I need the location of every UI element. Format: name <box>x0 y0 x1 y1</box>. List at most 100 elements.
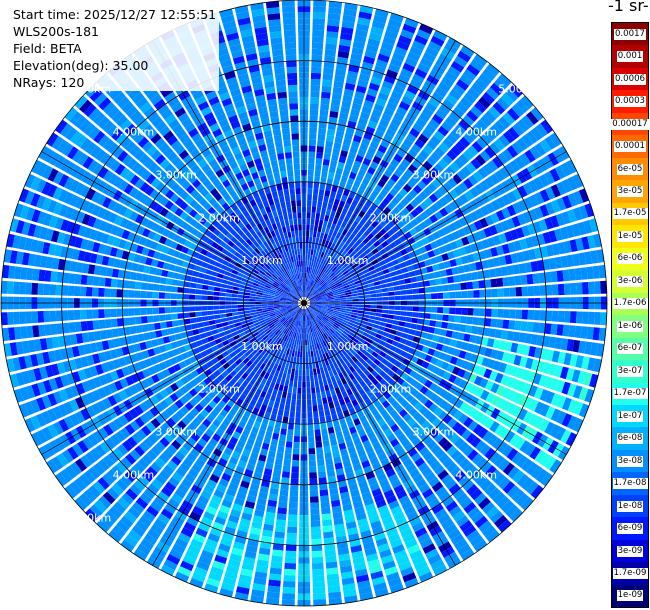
radar-bin <box>379 47 392 57</box>
radar-bin <box>207 285 215 291</box>
radar-bin <box>334 173 342 181</box>
radar-bin <box>406 179 417 189</box>
radar-bin <box>278 501 288 509</box>
radar-bin <box>467 145 479 157</box>
radar-bin <box>322 303 329 305</box>
radar-bin <box>458 379 468 389</box>
radar-bin <box>594 312 601 325</box>
radar-bin <box>308 357 312 364</box>
radar-bin <box>110 278 118 288</box>
radar-bin <box>307 339 310 346</box>
radar-bin <box>358 298 365 302</box>
radar-bin <box>68 322 76 333</box>
radar-bin <box>316 146 324 153</box>
radar-bin <box>325 313 332 318</box>
radar-bin <box>268 579 281 587</box>
radar-bin <box>318 257 323 264</box>
radar-bin <box>416 358 425 367</box>
radar-bin <box>378 339 386 346</box>
radar-bin <box>310 302 317 303</box>
radar-bin <box>159 321 167 329</box>
radar-bin <box>317 200 323 208</box>
radar-bin <box>324 189 331 197</box>
radar-bin <box>393 285 401 291</box>
radar-bin <box>382 292 389 297</box>
radar-bin <box>277 409 284 417</box>
radar-bin <box>313 0 327 7</box>
radar-bin <box>327 248 333 255</box>
radar-bin <box>312 399 317 406</box>
radar-bin <box>388 96 400 106</box>
radar-bin <box>413 184 423 194</box>
radar-bin <box>219 292 226 297</box>
radar-bin <box>394 347 403 355</box>
radar-bin <box>495 210 506 221</box>
radar-bin <box>305 278 308 285</box>
radar-bin <box>427 250 436 258</box>
radar-bin <box>349 317 357 321</box>
radar-bin <box>312 581 325 588</box>
radar-bin <box>485 392 495 404</box>
radar-bin <box>550 323 558 335</box>
radar-bin <box>447 177 458 188</box>
radar-bin <box>435 238 444 247</box>
radar-bin <box>567 209 577 223</box>
radar-bin <box>368 82 380 92</box>
radar-bin <box>310 218 315 225</box>
radar-bin <box>287 526 298 534</box>
radar-bin <box>355 154 364 163</box>
radar-bin <box>294 375 298 382</box>
radar-bin <box>528 346 537 358</box>
radar-bin <box>356 123 366 132</box>
radar-bin <box>330 285 337 290</box>
radar-bin <box>424 354 433 363</box>
radar-bin <box>339 181 346 189</box>
radar-bin <box>301 333 304 340</box>
radar-bin <box>342 236 349 243</box>
radar-bin <box>441 361 450 371</box>
radar-bin <box>402 272 410 279</box>
radar-bin <box>388 122 399 133</box>
radar-bin <box>336 271 343 277</box>
radar-bin <box>496 97 510 111</box>
radar-bin <box>328 281 334 286</box>
radar-bin <box>322 246 327 253</box>
radar-bin <box>480 389 490 401</box>
radar-bin <box>358 274 366 280</box>
radar-bin <box>379 118 390 128</box>
radar-bin <box>287 429 294 436</box>
radar-bin <box>67 310 75 321</box>
radar-bin <box>527 371 537 383</box>
radar-bin <box>334 74 345 83</box>
radar-bin <box>315 306 322 309</box>
radar-bin <box>494 170 505 182</box>
radar-bin <box>361 255 369 262</box>
radar-bin <box>324 55 336 63</box>
radar-bin <box>294 429 301 437</box>
radar-bin <box>544 171 555 185</box>
radar-bin <box>382 309 389 314</box>
radar-bin <box>441 253 450 261</box>
radar-bin <box>134 281 142 290</box>
radar-bin <box>7 312 14 325</box>
radar-bin <box>305 284 307 291</box>
radar-bin <box>104 309 111 318</box>
radar-bin <box>104 319 112 329</box>
radar-bin <box>322 79 333 87</box>
radar-bin <box>335 253 341 260</box>
radar-bin <box>279 403 285 411</box>
radar-bin <box>448 189 459 200</box>
radar-bin <box>140 316 148 324</box>
radar-bin <box>161 329 169 337</box>
radar-bin <box>255 306 262 310</box>
radar-bin <box>307 293 312 299</box>
radar-bin <box>569 239 578 252</box>
radar-bin <box>333 308 340 312</box>
radar-bin <box>305 285 308 292</box>
radar-bin <box>321 308 328 311</box>
radar-bin <box>351 220 359 228</box>
radar-bin <box>328 299 335 301</box>
radar-bin <box>304 290 305 297</box>
radar-bin <box>309 305 316 309</box>
radar-bin <box>557 310 565 323</box>
